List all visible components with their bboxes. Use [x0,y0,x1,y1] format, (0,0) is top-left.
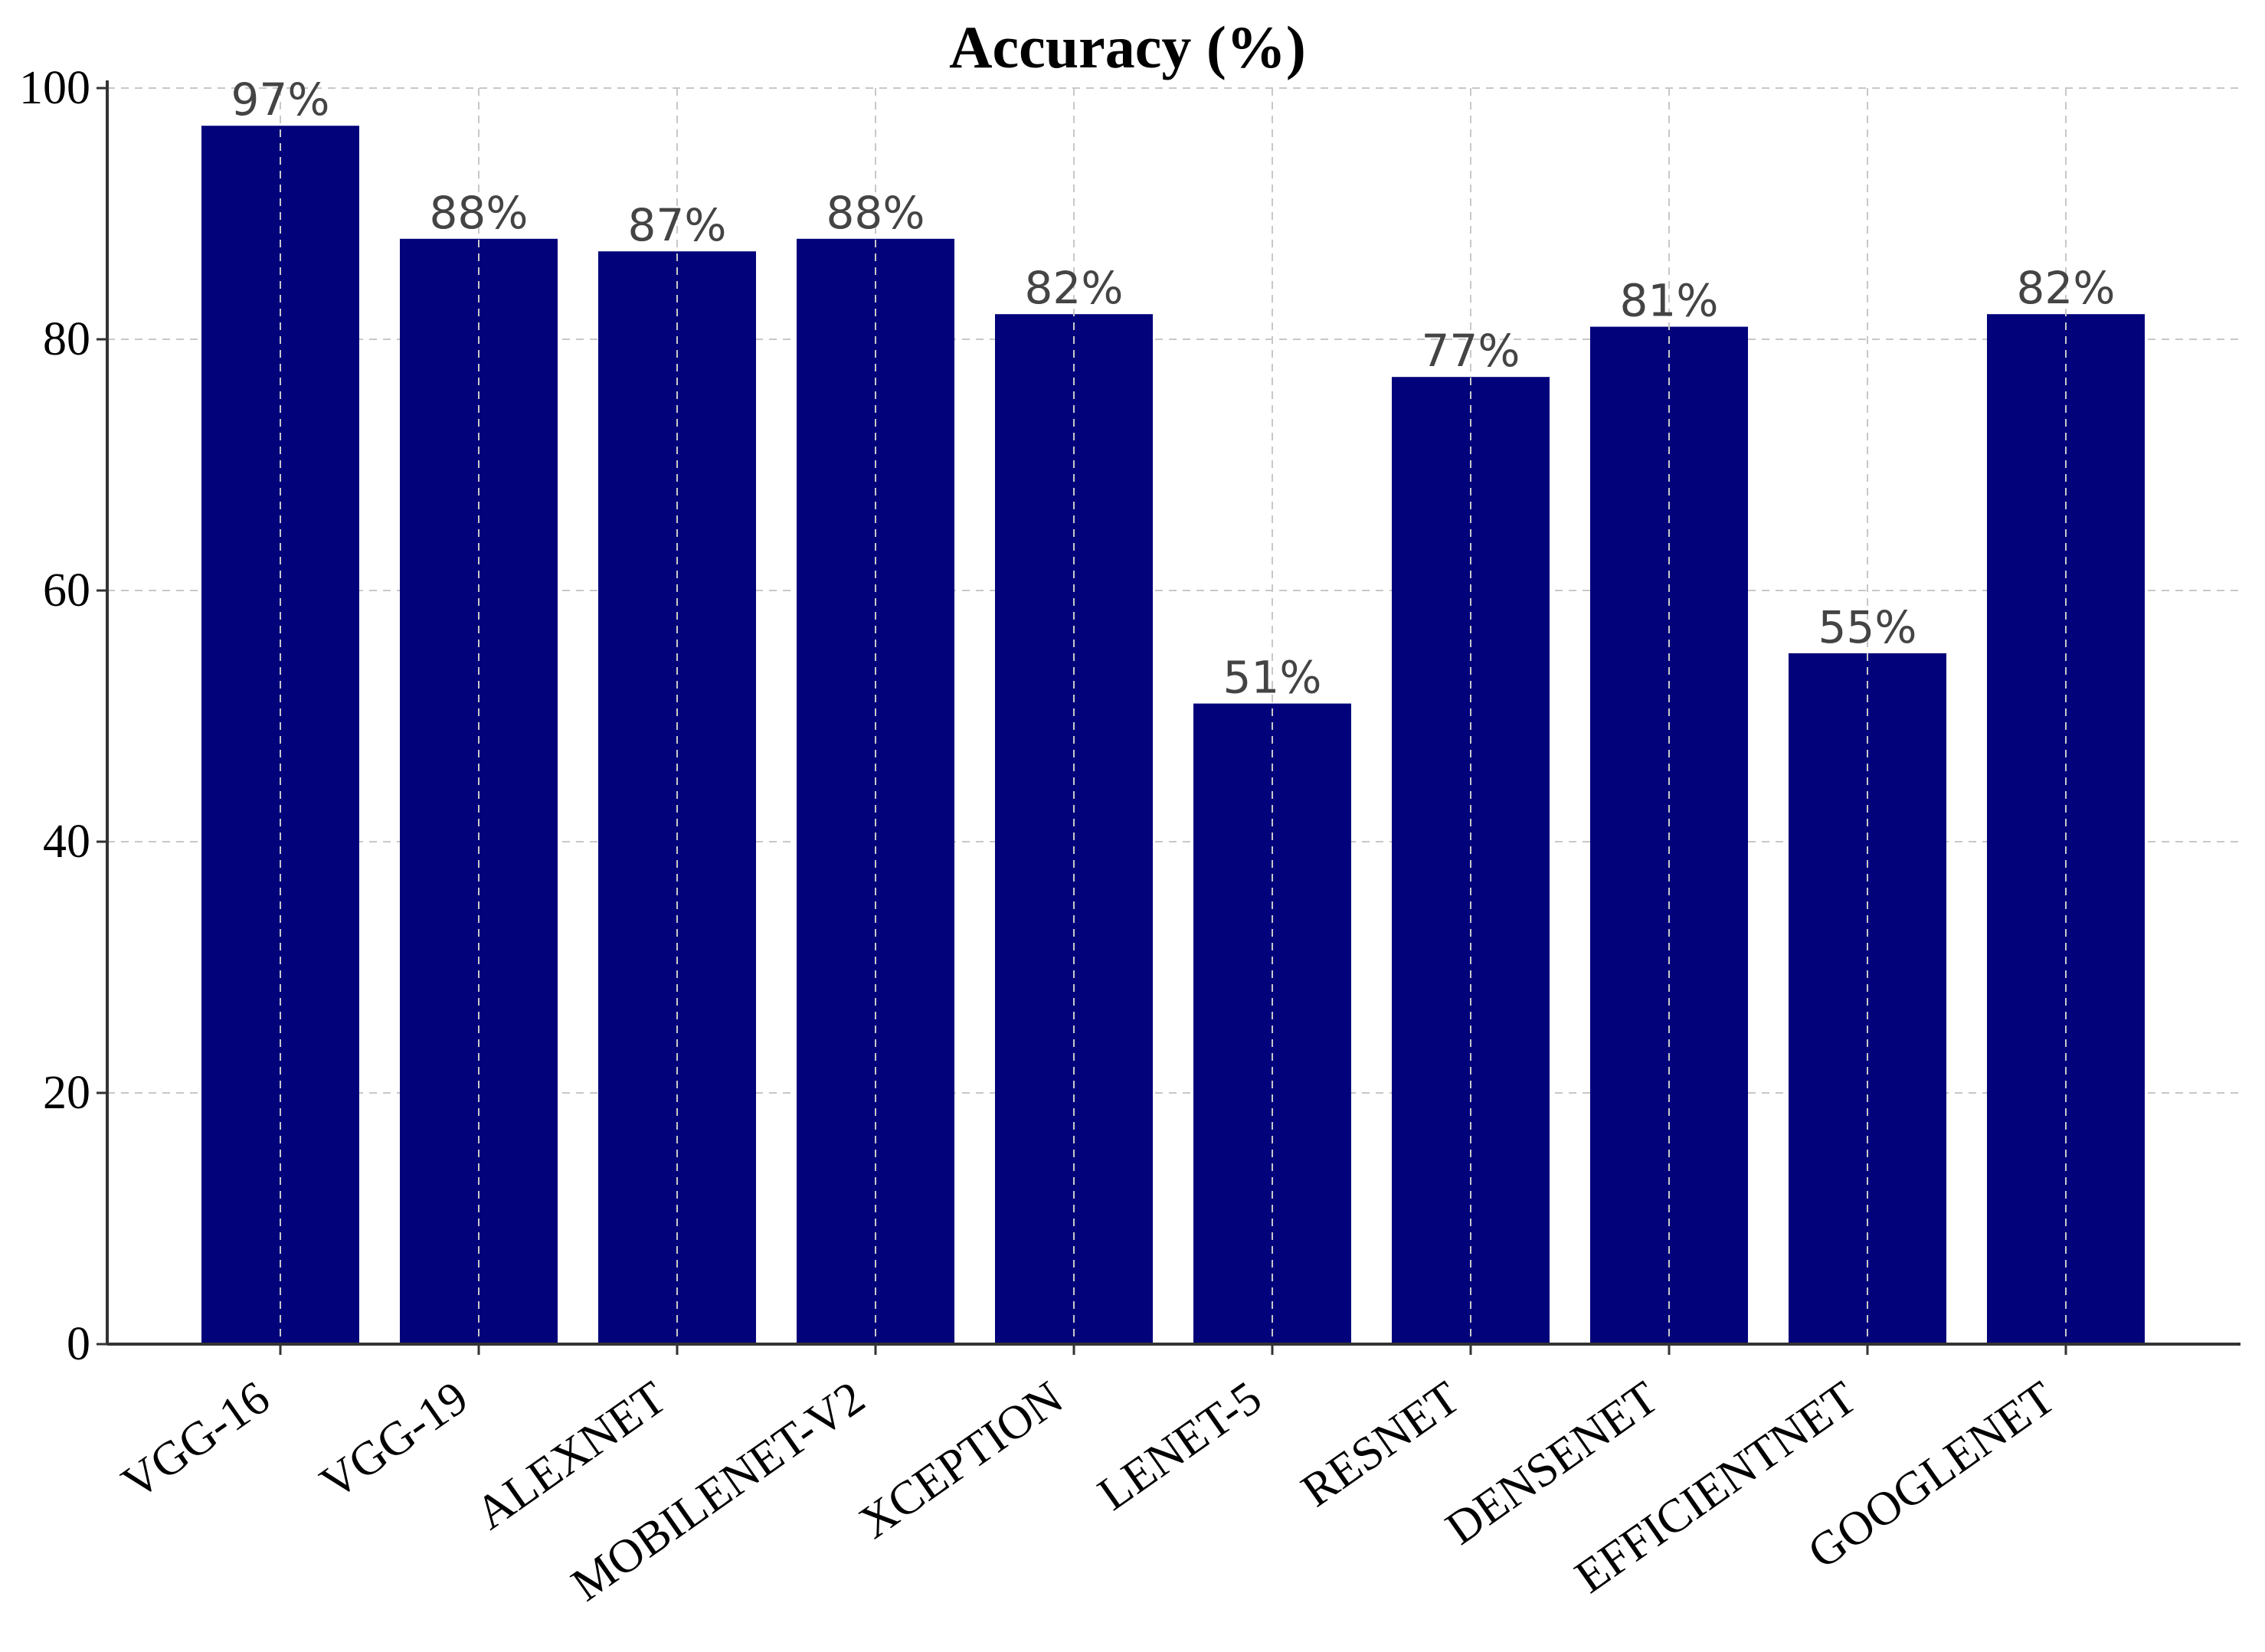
grid-layer [107,87,2240,1094]
bar-value-label: 51% [1223,652,1322,704]
bar [995,314,1153,1345]
bar [1987,314,2145,1345]
x-tick-label: VGG-16 [113,1372,279,1510]
bar-value-label: 88% [430,187,529,239]
bar-value-label: 82% [1025,262,1124,314]
x-tick-label: LENET-5 [1089,1372,1271,1521]
x-tick-label: VGG-19 [311,1372,477,1510]
bar-value-label: 81% [1620,275,1719,327]
x-tick-label: RESNET [1292,1372,1469,1517]
y-tick-label: 100 [19,62,90,114]
bar [201,126,359,1345]
bar-value-label: 77% [1422,325,1520,377]
bars-layer [201,126,2145,1345]
bar-value-label: 88% [826,187,925,239]
y-tick-label: 0 [67,1318,90,1370]
y-tick-label: 20 [43,1067,90,1119]
y-tick-label: 60 [43,564,90,617]
x-tick-label: XCEPTION [850,1372,1072,1549]
vertical-grid-layer [280,88,2067,1344]
bar-value-label: 55% [1818,601,1917,653]
bar-value-label: 97% [231,74,330,126]
bar-value-label: 82% [2017,262,2116,314]
bar-value-label: 87% [628,199,727,251]
y-tick-label: 80 [43,313,90,365]
y-tick-label: 40 [43,816,90,868]
axes-layer [97,80,2240,1355]
chart-title: Accuracy (%) [949,14,1306,80]
